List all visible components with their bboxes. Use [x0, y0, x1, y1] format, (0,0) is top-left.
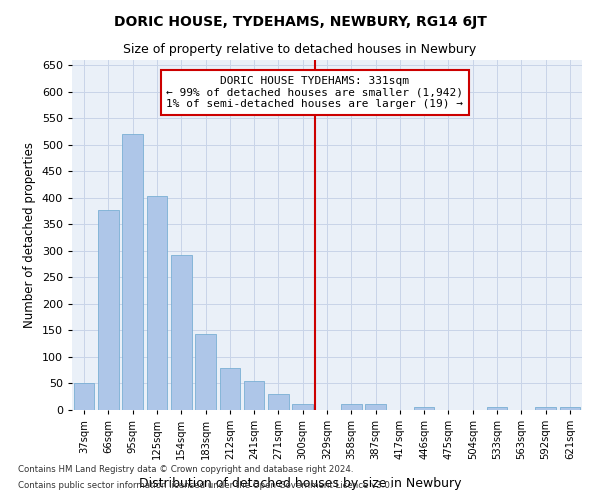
Bar	[414, 408, 434, 410]
Y-axis label: Number of detached properties: Number of detached properties	[23, 142, 36, 328]
Bar	[74, 384, 94, 410]
Bar	[244, 381, 265, 410]
Bar	[171, 254, 191, 410]
Text: Contains HM Land Registry data © Crown copyright and database right 2024.: Contains HM Land Registry data © Crown c…	[18, 466, 353, 474]
Bar	[146, 196, 167, 410]
Text: Distribution of detached houses by size in Newbury: Distribution of detached houses by size …	[139, 477, 461, 490]
Bar	[195, 334, 216, 410]
Bar	[341, 404, 362, 410]
Bar	[560, 408, 580, 410]
Bar	[122, 134, 143, 410]
Text: DORIC HOUSE, TYDEHAMS, NEWBURY, RG14 6JT: DORIC HOUSE, TYDEHAMS, NEWBURY, RG14 6JT	[113, 15, 487, 29]
Bar	[268, 394, 289, 410]
Bar	[220, 368, 240, 410]
Text: Size of property relative to detached houses in Newbury: Size of property relative to detached ho…	[124, 42, 476, 56]
Bar	[292, 404, 313, 410]
Bar	[487, 408, 508, 410]
Bar	[535, 408, 556, 410]
Bar	[365, 404, 386, 410]
Text: DORIC HOUSE TYDEHAMS: 331sqm
← 99% of detached houses are smaller (1,942)
1% of : DORIC HOUSE TYDEHAMS: 331sqm ← 99% of de…	[166, 76, 463, 109]
Text: Contains public sector information licensed under the Open Government Licence v3: Contains public sector information licen…	[18, 480, 392, 490]
Bar	[98, 210, 119, 410]
